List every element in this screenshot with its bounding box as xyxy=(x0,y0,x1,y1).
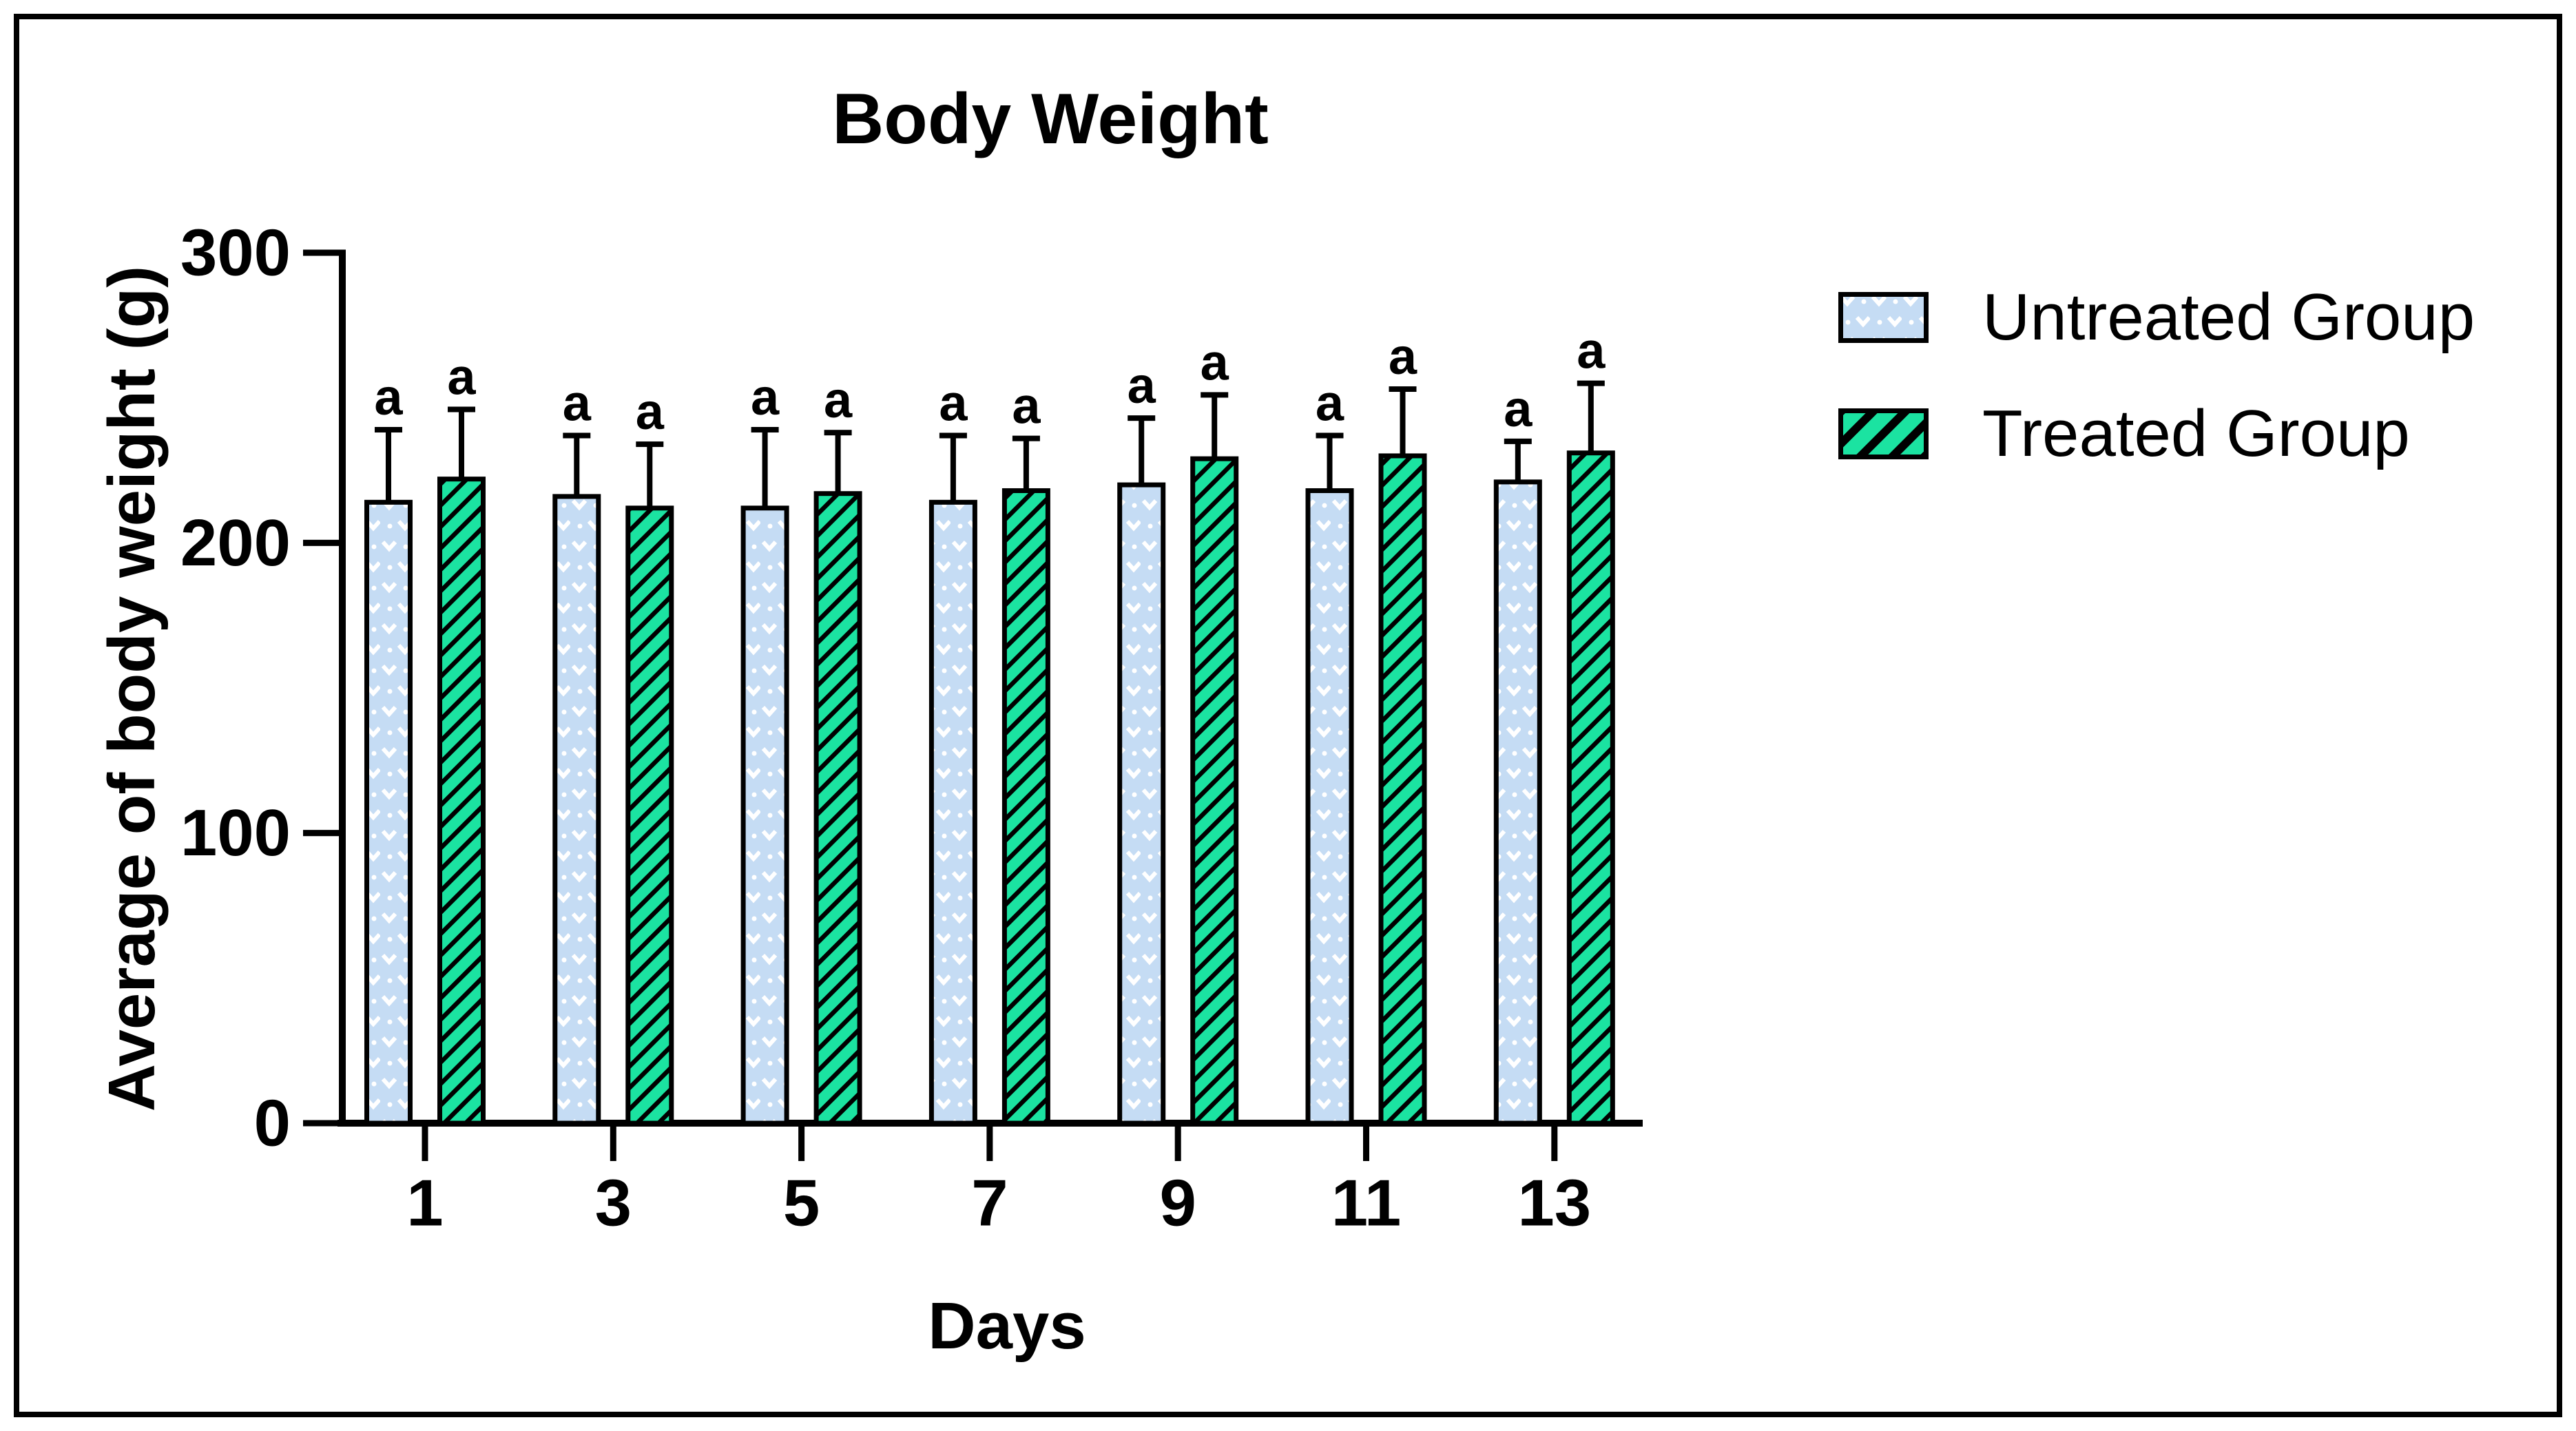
significance-label-untreated-day-5: a xyxy=(751,368,780,426)
error-cap-untreated-day-9 xyxy=(1128,415,1156,421)
error-bar-untreated-day-3 xyxy=(574,435,580,501)
x-axis-title: Days xyxy=(928,1289,1086,1363)
significance-label-treated-day-9: a xyxy=(1201,333,1229,390)
x-tick-label-9: 9 xyxy=(1160,1167,1196,1240)
bar-treated-day-9 xyxy=(1190,456,1239,1126)
error-cap-treated-day-3 xyxy=(636,441,664,448)
y-tick-label-200: 200 xyxy=(180,506,291,580)
error-bar-untreated-day-9 xyxy=(1139,418,1145,490)
x-tick-7 xyxy=(986,1127,993,1161)
y-tick-label-0: 0 xyxy=(254,1087,291,1160)
error-cap-untreated-day-13 xyxy=(1504,438,1532,444)
bar-treated-day-7 xyxy=(1001,488,1050,1126)
bar-untreated-day-13 xyxy=(1493,479,1542,1126)
error-bar-treated-day-13 xyxy=(1588,383,1594,457)
error-cap-untreated-day-5 xyxy=(751,427,779,433)
bar-untreated-day-11 xyxy=(1305,488,1354,1126)
chart-title: Body Weight xyxy=(832,79,1269,159)
x-tick-label-7: 7 xyxy=(971,1167,1008,1240)
error-bar-treated-day-1 xyxy=(459,409,464,483)
significance-label-treated-day-5: a xyxy=(824,371,853,428)
significance-label-untreated-day-9: a xyxy=(1128,357,1156,414)
error-cap-untreated-day-7 xyxy=(939,432,967,439)
error-cap-treated-day-1 xyxy=(448,406,475,412)
error-bar-treated-day-7 xyxy=(1023,438,1029,495)
legend-item-untreated: Untreated Group xyxy=(1838,284,2475,351)
significance-label-untreated-day-11: a xyxy=(1316,374,1344,431)
significance-label-treated-day-11: a xyxy=(1389,328,1417,385)
significance-label-treated-day-7: a xyxy=(1012,377,1041,435)
error-bar-treated-day-11 xyxy=(1400,389,1406,460)
error-cap-untreated-day-3 xyxy=(563,432,591,439)
x-tick-label-5: 5 xyxy=(783,1167,820,1240)
legend-label-untreated: Untreated Group xyxy=(1982,280,2475,354)
error-bar-treated-day-3 xyxy=(647,444,653,512)
error-bar-untreated-day-1 xyxy=(386,430,391,507)
legend-swatch-untreated-icon xyxy=(1838,292,1929,343)
y-tick-label-300: 300 xyxy=(180,216,291,290)
y-tick-label-100: 100 xyxy=(180,796,291,870)
legend-swatch-treated-icon xyxy=(1838,408,1929,459)
bar-treated-day-1 xyxy=(437,477,486,1126)
bar-untreated-day-5 xyxy=(740,505,789,1126)
y-tick-200 xyxy=(303,539,342,546)
bar-treated-day-11 xyxy=(1378,453,1427,1126)
significance-label-untreated-day-3: a xyxy=(563,374,592,431)
x-tick-label-3: 3 xyxy=(595,1167,632,1240)
bar-untreated-day-1 xyxy=(364,499,413,1126)
bar-treated-day-5 xyxy=(813,491,862,1126)
bar-untreated-day-3 xyxy=(552,494,601,1126)
error-cap-treated-day-7 xyxy=(1012,435,1040,441)
legend-label-treated: Treated Group xyxy=(1982,397,2410,470)
error-bar-untreated-day-11 xyxy=(1327,435,1333,495)
x-tick-3 xyxy=(610,1127,616,1161)
x-tick-5 xyxy=(798,1127,805,1161)
x-tick-13 xyxy=(1551,1127,1558,1161)
error-cap-treated-day-11 xyxy=(1389,386,1417,393)
x-tick-11 xyxy=(1363,1127,1369,1161)
y-tick-100 xyxy=(303,830,342,837)
error-cap-treated-day-13 xyxy=(1577,380,1605,386)
significance-label-untreated-day-13: a xyxy=(1504,380,1533,437)
error-bar-untreated-day-13 xyxy=(1515,441,1521,486)
significance-label-treated-day-13: a xyxy=(1577,322,1606,379)
y-tick-0 xyxy=(303,1120,342,1127)
error-cap-treated-day-9 xyxy=(1201,392,1229,398)
bar-untreated-day-9 xyxy=(1117,482,1166,1126)
bar-treated-day-3 xyxy=(625,505,674,1126)
error-bar-treated-day-5 xyxy=(835,432,841,498)
x-axis-line xyxy=(337,1120,1643,1127)
significance-label-treated-day-1: a xyxy=(447,348,476,406)
error-bar-untreated-day-7 xyxy=(950,435,956,507)
bar-treated-day-13 xyxy=(1566,450,1615,1126)
error-cap-untreated-day-1 xyxy=(375,427,402,433)
legend-item-treated: Treated Group xyxy=(1838,401,2410,467)
y-axis-line xyxy=(339,249,346,1127)
x-tick-label-1: 1 xyxy=(406,1167,443,1240)
figure-frame xyxy=(14,14,2562,1417)
x-tick-label-11: 11 xyxy=(1331,1167,1401,1240)
error-cap-treated-day-5 xyxy=(824,430,852,436)
error-bar-treated-day-9 xyxy=(1212,395,1218,463)
x-tick-1 xyxy=(422,1127,428,1161)
error-bar-untreated-day-5 xyxy=(762,430,768,512)
x-tick-9 xyxy=(1174,1127,1181,1161)
x-tick-label-13: 13 xyxy=(1517,1167,1591,1240)
error-cap-untreated-day-11 xyxy=(1316,432,1344,439)
y-tick-300 xyxy=(303,249,342,256)
bar-untreated-day-7 xyxy=(928,499,977,1126)
significance-label-treated-day-3: a xyxy=(636,383,665,440)
significance-label-untreated-day-1: a xyxy=(374,368,403,426)
significance-label-untreated-day-7: a xyxy=(939,374,968,431)
